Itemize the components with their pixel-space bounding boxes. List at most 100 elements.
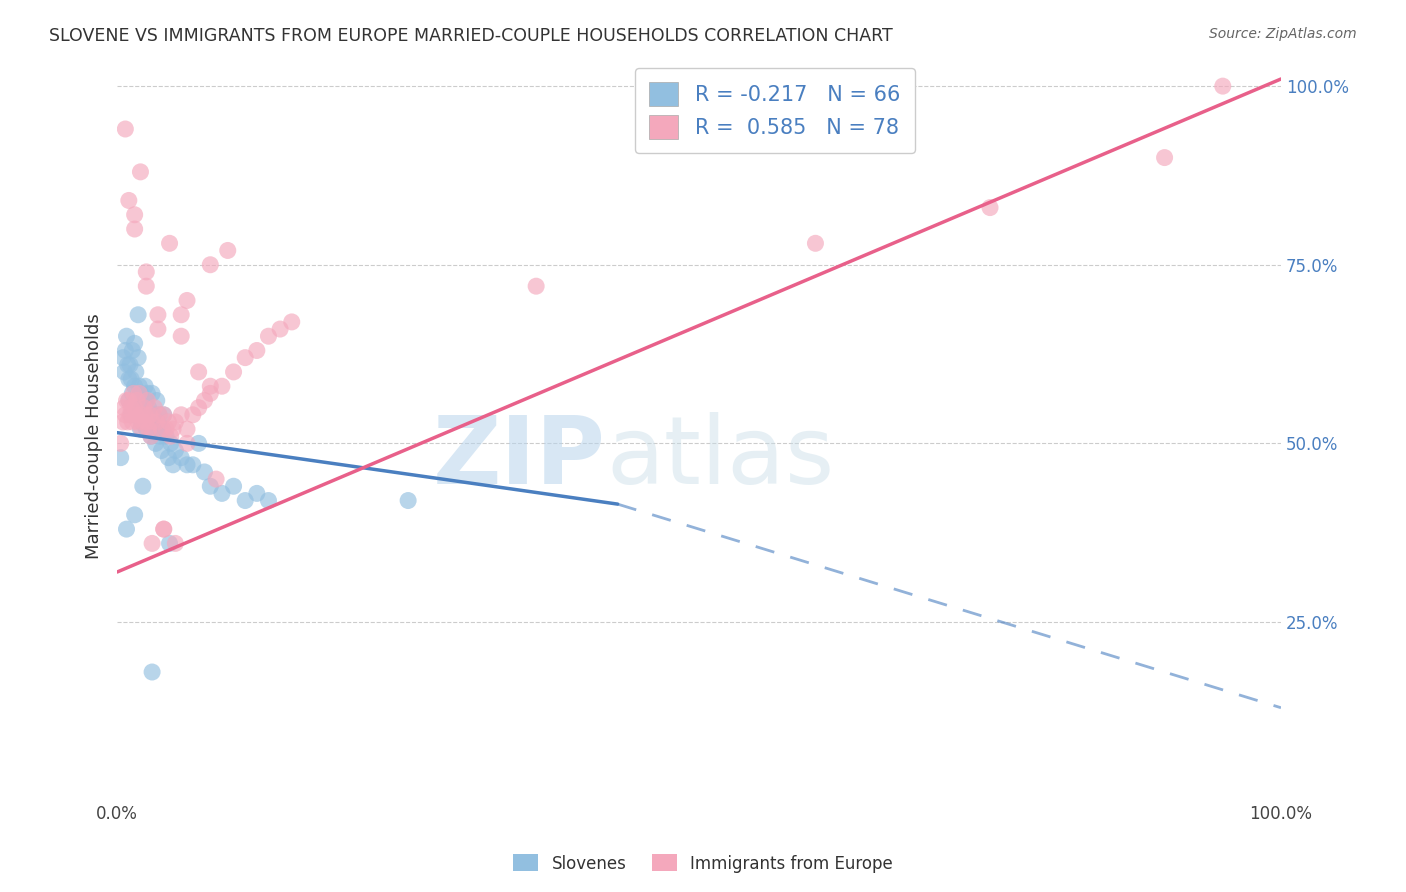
Point — [134, 379, 156, 393]
Point — [152, 408, 174, 422]
Text: Source: ZipAtlas.com: Source: ZipAtlas.com — [1209, 27, 1357, 41]
Point — [176, 436, 198, 450]
Point — [159, 536, 181, 550]
Point — [281, 315, 304, 329]
Point — [132, 408, 155, 422]
Point — [233, 351, 256, 365]
Point — [114, 408, 136, 422]
Point — [115, 522, 138, 536]
Point — [139, 408, 162, 422]
Point — [125, 408, 148, 422]
Point — [135, 422, 157, 436]
Point — [139, 429, 162, 443]
Point — [129, 408, 152, 422]
Point — [200, 386, 222, 401]
Point — [193, 393, 215, 408]
Point — [233, 493, 256, 508]
Point — [222, 365, 245, 379]
Point — [135, 279, 157, 293]
Point — [141, 386, 163, 401]
Point — [152, 522, 174, 536]
Point — [124, 508, 146, 522]
Point — [145, 393, 167, 408]
Point — [127, 308, 149, 322]
Point — [222, 479, 245, 493]
Point — [150, 443, 173, 458]
Point — [181, 458, 204, 472]
Point — [193, 465, 215, 479]
Point — [979, 201, 1001, 215]
Point — [1153, 151, 1175, 165]
Point — [124, 208, 146, 222]
Point — [129, 422, 152, 436]
Point — [117, 358, 139, 372]
Point — [176, 422, 198, 436]
Point — [111, 415, 134, 429]
Point — [157, 415, 180, 429]
Point — [118, 372, 141, 386]
Point — [146, 415, 169, 429]
Point — [142, 408, 165, 422]
Point — [141, 415, 163, 429]
Text: ZIP: ZIP — [433, 412, 606, 504]
Point — [121, 415, 143, 429]
Point — [396, 493, 419, 508]
Point — [122, 386, 145, 401]
Point — [152, 522, 174, 536]
Point — [170, 408, 193, 422]
Point — [131, 422, 153, 436]
Point — [257, 329, 280, 343]
Point — [125, 393, 148, 408]
Point — [155, 422, 177, 436]
Point — [269, 322, 291, 336]
Text: SLOVENE VS IMMIGRANTS FROM EUROPE MARRIED-COUPLE HOUSEHOLDS CORRELATION CHART: SLOVENE VS IMMIGRANTS FROM EUROPE MARRIE… — [49, 27, 893, 45]
Point — [124, 336, 146, 351]
Point — [145, 436, 167, 450]
Point — [132, 393, 155, 408]
Point — [136, 393, 159, 408]
Point — [135, 265, 157, 279]
Point — [124, 401, 146, 415]
Point — [118, 393, 141, 408]
Point — [170, 329, 193, 343]
Point — [1212, 79, 1234, 94]
Point — [117, 415, 139, 429]
Point — [187, 436, 209, 450]
Point — [141, 665, 163, 679]
Point — [246, 343, 269, 358]
Point — [114, 122, 136, 136]
Point — [157, 450, 180, 465]
Point — [141, 536, 163, 550]
Point — [176, 458, 198, 472]
Point — [121, 386, 143, 401]
Point — [115, 393, 138, 408]
Point — [118, 194, 141, 208]
Point — [159, 429, 181, 443]
Point — [200, 479, 222, 493]
Point — [135, 415, 157, 429]
Point — [121, 343, 143, 358]
Point — [128, 386, 150, 401]
Point — [125, 401, 148, 415]
Point — [115, 329, 138, 343]
Point — [146, 308, 169, 322]
Point — [120, 372, 142, 386]
Point — [143, 401, 166, 415]
Point — [112, 365, 135, 379]
Point — [125, 365, 148, 379]
Point — [200, 258, 222, 272]
Point — [111, 351, 134, 365]
Point — [152, 422, 174, 436]
Point — [132, 401, 155, 415]
Point — [118, 358, 141, 372]
Point — [162, 422, 184, 436]
Point — [129, 386, 152, 401]
Point — [257, 493, 280, 508]
Point — [804, 236, 827, 251]
Point — [165, 536, 187, 550]
Text: atlas: atlas — [606, 412, 834, 504]
Point — [136, 386, 159, 401]
Point — [150, 422, 173, 436]
Point — [114, 343, 136, 358]
Point — [155, 429, 177, 443]
